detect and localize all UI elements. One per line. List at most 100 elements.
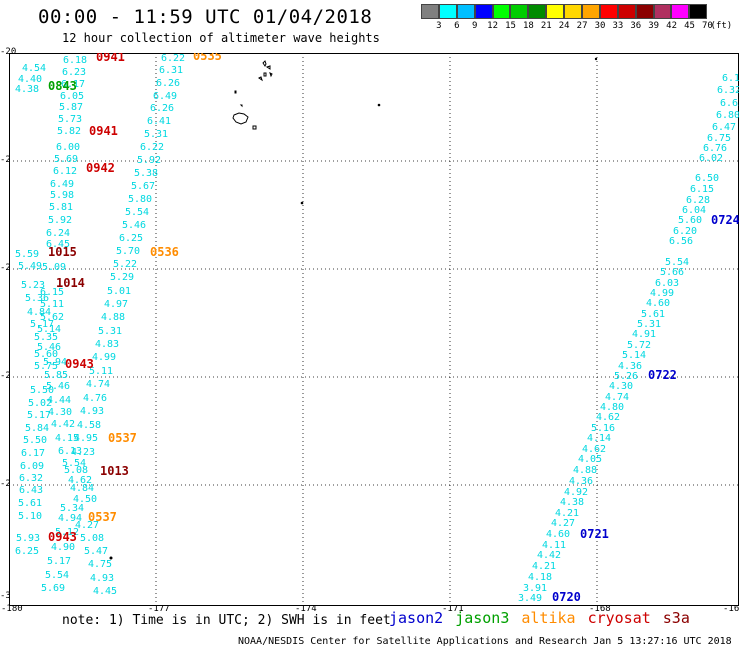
wave-height-value: 4.40 (18, 74, 42, 85)
wave-height-value: 4.15 (55, 433, 79, 444)
legend-label: 33 (612, 21, 624, 31)
wave-height-value: 6.47 (712, 122, 736, 133)
wave-height-value: 4.42 (537, 550, 561, 561)
longitude-label: -177 (148, 604, 170, 614)
map-frame (9, 53, 739, 606)
wave-height-value: 3.91 (523, 583, 547, 594)
wave-height-value: 5.46 (37, 342, 61, 353)
legend-label: 18 (522, 21, 534, 31)
wave-height-value: 5.35 (34, 332, 58, 343)
pass-time-label: 0537 (88, 510, 117, 524)
wave-height-value: 5.66 (660, 267, 684, 278)
legend-swatch (564, 4, 583, 19)
pass-time-label: 0843 (48, 79, 77, 93)
legend-swatch (582, 4, 600, 19)
wave-height-value: 5.84 (25, 423, 49, 434)
wave-height-value: 5.49 (18, 261, 42, 272)
wave-height-value: 6.26 (150, 103, 174, 114)
wave-height-value: 5.75 (34, 361, 58, 372)
legend-swatch (456, 4, 475, 19)
legend-label: 12 (487, 21, 499, 31)
pass-time-label: 0943 (65, 357, 94, 371)
wave-height-value: 5.50 (30, 385, 54, 396)
wave-height-value: 4.62 (582, 444, 606, 455)
legend-label: 39 (648, 21, 660, 31)
footer-credit: NOAA/NESDIS Center for Satellite Applica… (238, 636, 732, 647)
longitude-label: -180 (1, 604, 23, 614)
legend-swatch (510, 4, 529, 19)
wave-height-value: 6.24 (46, 228, 70, 239)
wave-height-value: 5.54 (125, 207, 149, 218)
wave-height-value: 5.22 (113, 259, 137, 270)
wave-height-value: 6.63 (720, 98, 739, 109)
wave-height-value: 5.31 (98, 326, 122, 337)
legend-swatch (689, 4, 708, 19)
wave-height-value: 5.36 (25, 293, 49, 304)
legend-swatch (635, 4, 654, 19)
wave-height-value: 5.85 (44, 370, 68, 381)
map-title: 00:00 - 11:59 UTC 01/04/2018 (38, 6, 373, 28)
wave-height-value: 4.54 (22, 63, 46, 74)
legend-label: 6 (454, 21, 460, 31)
wave-height-value: 4.18 (528, 572, 552, 583)
legend-swatch (421, 4, 439, 19)
longitude-label: -174 (295, 604, 317, 614)
wave-height-value: 4.45 (93, 586, 117, 597)
legend-label: 36 (630, 21, 642, 31)
wave-height-value: 5.93 (16, 533, 40, 544)
island-dot (377, 103, 381, 107)
wave-height-value: 6.32 (19, 473, 43, 484)
legend-swatch (474, 4, 493, 19)
latitude-label: -24 (0, 263, 17, 273)
island-dot (594, 57, 598, 61)
latitude-label: -26 (0, 371, 17, 381)
wave-height-value: 4.83 (95, 339, 119, 350)
legend-swatch (617, 4, 636, 19)
wave-height-value: 6.19 (722, 73, 739, 84)
wave-height-value: 6.22 (140, 142, 164, 153)
wave-height-value: 6.41 (147, 116, 171, 127)
wave-height-value: 5.01 (107, 286, 131, 297)
pass-time-label: 0537 (108, 431, 137, 445)
wave-height-value: 5.87 (59, 102, 83, 113)
wave-height-value: 5.69 (54, 154, 78, 165)
wave-height-value: 4.58 (77, 420, 101, 431)
wave-height-value: 4.44 (47, 395, 71, 406)
legend-swatch (528, 4, 547, 19)
legend-swatch (653, 4, 672, 19)
wave-height-value: 5.17 (47, 556, 71, 567)
wave-height-value: 5.14 (37, 324, 61, 335)
wave-height-value: 4.75 (88, 559, 112, 570)
wave-height-value: 4.74 (605, 392, 629, 403)
legend-swatch (671, 4, 690, 19)
pass-time-label: 0535 (193, 53, 222, 63)
observations-layer: 6.18 4.54 6.23 4.40 6.17 4.38 6.055.875.735.82… (15, 53, 739, 604)
wave-height-value: 6.02 (699, 153, 723, 164)
wave-height-value: 5.14 (622, 350, 646, 361)
wave-height-value: 6.20 (673, 226, 697, 237)
wave-height-value: 5.62 (40, 312, 64, 323)
wave-height-value: 5.60 (34, 349, 58, 360)
pass-time-label: 0536 (150, 245, 179, 259)
wave-height-value: 4.38 (560, 497, 584, 508)
color-legend: 3 6 9 12 15 18 21 24 27 30 33 36 39 42 45 70 (ft) (421, 4, 732, 35)
legend-labels: 3 6 9 12 15 18 21 24 27 30 33 36 39 42 45 70 (ft) (421, 21, 732, 35)
wave-height-value: 6.13 (58, 446, 82, 457)
wave-height-value: 5.81 (49, 202, 73, 213)
wave-height-value: 5.72 (627, 340, 651, 351)
wave-height-value: 4.38 (15, 84, 39, 95)
wave-height-value: 5.29 (110, 272, 134, 283)
legend-label: 9 (471, 21, 478, 31)
pass-time-label: 0722 (648, 368, 677, 382)
wave-height-value: 6.25 (119, 233, 143, 244)
wave-height-value: 5.69 (41, 583, 65, 594)
wave-height-value: 5.94 (43, 357, 67, 368)
legend-swatch (546, 4, 565, 19)
wave-height-value: 4.93 (80, 406, 104, 417)
legend-label: 15 (505, 21, 516, 31)
wave-height-value: 5.54 (665, 257, 689, 268)
wave-height-value: 4.74 (86, 379, 110, 390)
wave-height-value: 6.76 (703, 143, 727, 154)
wave-height-value: 6.09 (20, 461, 44, 472)
latitude-label: -20 (0, 47, 17, 57)
